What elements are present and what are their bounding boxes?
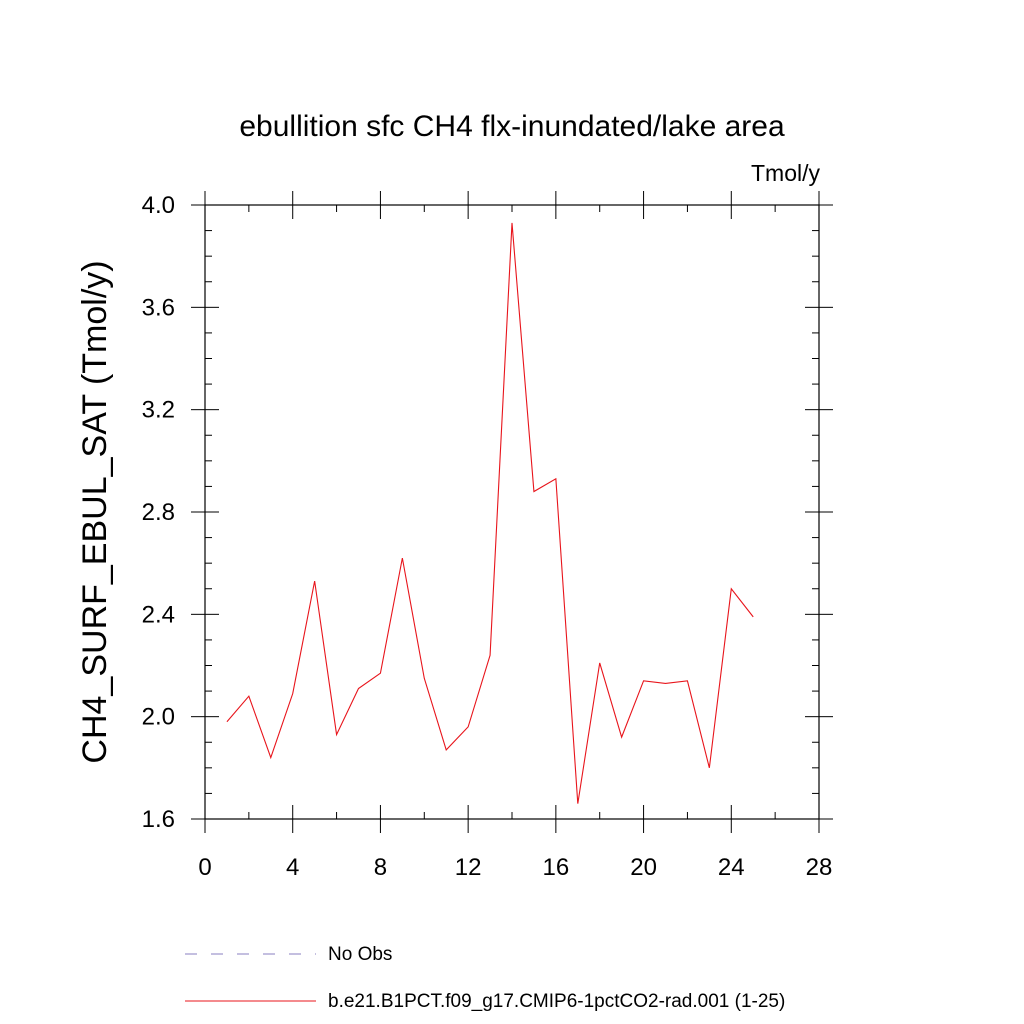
x-tick-label: 4 (286, 854, 299, 881)
y-tick-label: 4.0 (142, 192, 175, 219)
x-tick-label: 12 (455, 854, 482, 881)
x-tick-label: 0 (198, 854, 211, 881)
y-tick-label: 2.4 (142, 601, 175, 628)
y-tick-label: 3.2 (142, 397, 175, 424)
y-tick-label: 3.6 (142, 294, 175, 321)
legend-label-no-obs: No Obs (328, 944, 392, 965)
x-tick-label: 16 (543, 854, 570, 881)
x-tick-label: 24 (718, 854, 745, 881)
y-tick-label: 2.0 (142, 704, 175, 731)
units-label: Tmol/y (751, 160, 821, 186)
series-lines (226, 222, 754, 804)
y-tick-label: 2.8 (142, 499, 175, 526)
x-tick-label: 8 (374, 854, 387, 881)
axis-ticks (191, 191, 833, 833)
x-tick-label: 28 (806, 854, 833, 881)
legend-label-model-run: b.e21.B1PCT.f09_g17.CMIP6-1pctCO2-rad.00… (328, 991, 785, 1012)
y-axis-label: CH4_SURF_EBUL_SAT (Tmol/y) (76, 260, 114, 763)
x-tick-label: 20 (630, 854, 657, 881)
chart-title: ebullition sfc CH4 flx-inundated/lake ar… (239, 110, 785, 143)
legend: No Obs b.e21.B1PCT.f09_g17.CMIP6-1pctCO2… (185, 944, 785, 1012)
tick-labels: 0 4 8 12 16 20 24 28 1.6 2.0 2.4 2.8 3.2 3.6 4.0 (142, 192, 833, 881)
series-line-1 (226, 222, 754, 804)
y-tick-label: 1.6 (142, 806, 175, 833)
plot-frame (204, 204, 820, 820)
